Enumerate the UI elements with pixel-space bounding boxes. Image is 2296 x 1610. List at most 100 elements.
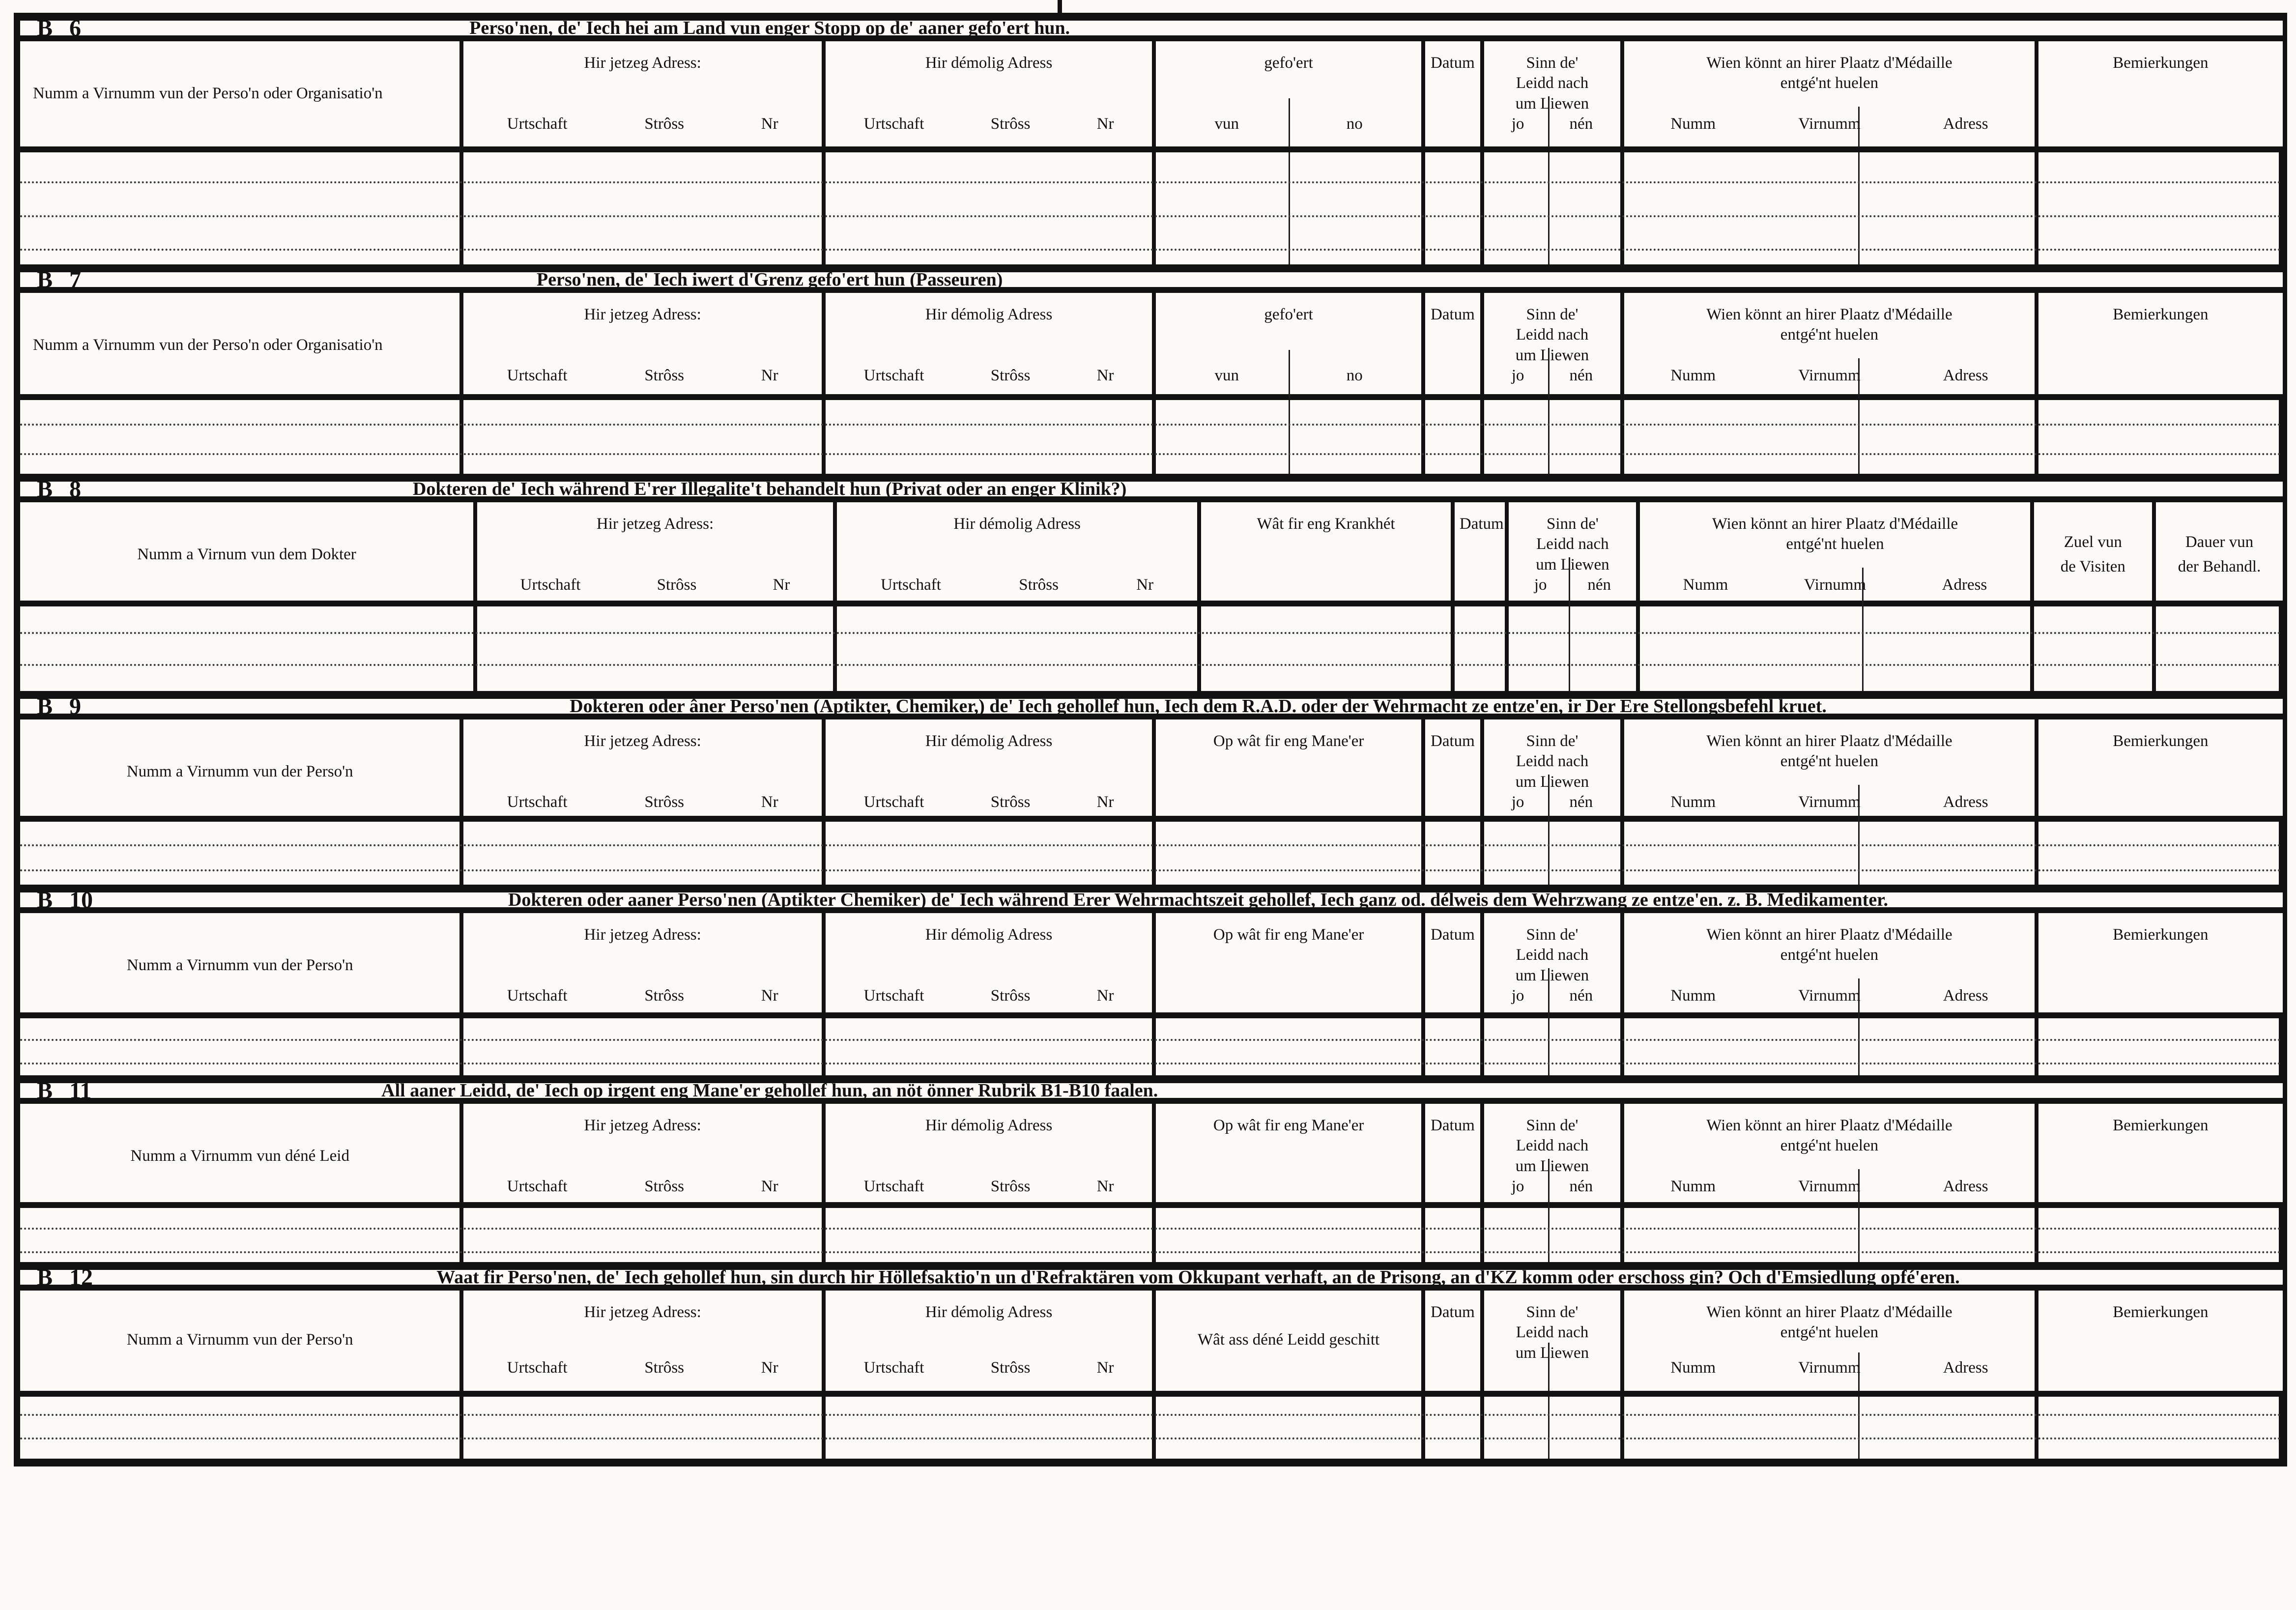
write-cell-medal[interactable]: [1624, 400, 2038, 474]
write-cell-date[interactable]: [1425, 1208, 1484, 1262]
write-cell-medal[interactable]: [1624, 1018, 2038, 1075]
col-header-former-address: Hir démolig Adress Urtschaft Strôss Nr: [826, 41, 1156, 147]
write-cell-date[interactable]: [1455, 606, 1509, 691]
col-header-illness: Wât fir eng Krankhét: [1201, 502, 1455, 608]
write-cell-medal[interactable]: [1640, 606, 2034, 691]
write-cell-alive[interactable]: [1484, 152, 1625, 264]
write-cell-manner[interactable]: [1156, 822, 1426, 885]
col-header-medal: Wien könnt an hirer Plaatz d'Médaille ent…: [1640, 502, 2034, 608]
write-cell-medal[interactable]: [1624, 1208, 2038, 1262]
entry-area: [20, 400, 2283, 474]
write-cell-transported[interactable]: [1156, 152, 1426, 264]
write-cell-date[interactable]: [1425, 400, 1484, 474]
write-cell-alive[interactable]: [1484, 822, 1625, 885]
write-cell-alive[interactable]: [1484, 1208, 1625, 1262]
write-cell-current-address[interactable]: [463, 1018, 826, 1075]
write-cell-current-address[interactable]: [463, 1208, 826, 1262]
col-header-name: Numm a Virnum vun dem Dokter: [20, 502, 477, 608]
section-b11: B 11 All aaner Leidd, de' Iech op irgent…: [20, 1075, 2283, 1262]
section-code: B 12: [37, 1264, 93, 1291]
col-header-former-address: Hir démolig Adress Urtschaft Strôss Nr: [826, 1104, 1156, 1209]
write-cell-name[interactable]: [20, 400, 464, 474]
section-b9: B 9 Dokteren oder âner Perso'nen (Aptikt…: [20, 691, 2283, 885]
write-cell-transported[interactable]: [1156, 400, 1426, 474]
form-frame: B 6 Perso'nen, de' Iech hei am Land vun …: [14, 13, 2287, 1466]
col-header-transported: gefo'ert vun no: [1156, 293, 1426, 399]
write-cell-fate[interactable]: [1156, 1397, 1426, 1459]
column-header-row: Numm a Virnumm vun der Perso'n Hir jetze…: [20, 719, 2283, 826]
write-cell-former-address[interactable]: [837, 606, 1202, 691]
write-cell-remarks[interactable]: [2038, 1018, 2283, 1075]
write-cell-visit-count[interactable]: [2034, 606, 2156, 691]
write-cell-illness[interactable]: [1201, 606, 1455, 691]
write-cell-medal[interactable]: [1624, 1397, 2038, 1459]
write-cell-remarks[interactable]: [2038, 400, 2283, 474]
write-cell-date[interactable]: [1425, 1018, 1484, 1075]
col-header-transported: gefo'ert vun no: [1156, 41, 1426, 147]
col-header-name: Numm a Virnumm vun der Perso'n: [20, 719, 464, 825]
section-header: B 8 Dokteren de' Iech während E'rer Ille…: [20, 474, 2283, 502]
section-b8: B 8 Dokteren de' Iech während E'rer Ille…: [20, 474, 2283, 691]
write-cell-treatment-duration[interactable]: [2156, 606, 2283, 691]
write-cell-alive[interactable]: [1509, 606, 1640, 691]
write-cell-remarks[interactable]: [2038, 1208, 2283, 1262]
write-cell-former-address[interactable]: [826, 1018, 1156, 1075]
write-cell-name[interactable]: [20, 822, 464, 885]
write-cell-remarks[interactable]: [2038, 822, 2283, 885]
col-header-alive: Sinn de' Leidd nach um Liewen jo nén: [1484, 913, 1625, 1019]
col-header-name: Numm a Virnumm vun der Perso'n oder Orga…: [20, 41, 464, 147]
section-header: B 7 Perso'nen, de' Iech iwert d'Grenz ge…: [20, 264, 2283, 293]
write-cell-manner[interactable]: [1156, 1018, 1426, 1075]
write-cell-former-address[interactable]: [826, 1208, 1156, 1262]
write-cell-current-address[interactable]: [463, 400, 826, 474]
write-cell-medal[interactable]: [1624, 152, 2038, 264]
col-header-former-address: Hir démolig Adress Urtschaft Strôss Nr: [837, 502, 1202, 608]
col-header-former-address: Hir démolig Adress Urtschaft Strôss Nr: [826, 913, 1156, 1019]
col-header-date: Datum: [1425, 1104, 1484, 1209]
column-header-row: Numm a Virnum vun dem Dokter Hir jetzeg …: [20, 502, 2283, 608]
write-cell-former-address[interactable]: [826, 822, 1156, 885]
col-header-manner: Op wât fir eng Mane'er: [1156, 1104, 1426, 1209]
write-cell-current-address[interactable]: [477, 606, 837, 691]
write-cell-current-address[interactable]: [463, 822, 826, 885]
write-cell-alive[interactable]: [1484, 1397, 1625, 1459]
write-cell-name[interactable]: [20, 1208, 464, 1262]
write-cell-date[interactable]: [1425, 152, 1484, 264]
col-header-current-address: Hir jetzeg Adress: Urtschaft Strôss Nr: [463, 719, 826, 825]
write-cell-former-address[interactable]: [826, 1397, 1156, 1459]
section-b7: B 7 Perso'nen, de' Iech iwert d'Grenz ge…: [20, 264, 2283, 474]
col-header-medal: Wien könnt an hirer Plaatz d'Médaille ent…: [1624, 719, 2038, 826]
column-header-row: Numm a Virnumm vun der Perso'n Hir jetze…: [20, 1291, 2283, 1397]
col-header-date: Datum: [1425, 41, 1484, 147]
write-cell-remarks[interactable]: [2038, 1397, 2283, 1459]
col-header-current-address: Hir jetzeg Adress: Urtschaft Strôss Nr: [463, 913, 826, 1019]
section-title: Dokteren oder aaner Perso'nen (Aptikter …: [508, 890, 1889, 910]
section-header: B 11 All aaner Leidd, de' Iech op irgent…: [20, 1075, 2283, 1104]
write-cell-manner[interactable]: [1156, 1208, 1426, 1262]
col-header-remarks: Bemierkungen: [2113, 1117, 2209, 1134]
write-cell-remarks[interactable]: [2038, 152, 2283, 264]
page-fold-mark: [1058, 0, 1062, 13]
col-header-alive: Sinn de' Leidd nach um Liewen jo nén: [1484, 1104, 1625, 1209]
write-cell-name[interactable]: [20, 152, 464, 264]
write-cell-date[interactable]: [1425, 822, 1484, 885]
write-cell-medal[interactable]: [1624, 822, 2038, 885]
section-title: Perso'nen, de' Iech iwert d'Grenz gefo'e…: [536, 269, 1003, 290]
write-cell-former-address[interactable]: [826, 400, 1156, 474]
write-cell-current-address[interactable]: [463, 152, 826, 264]
col-header-alive: Sinn de' Leidd nach um Liewen jo nén: [1484, 293, 1625, 399]
write-cell-date[interactable]: [1425, 1397, 1484, 1459]
col-header-name: Numm a Virnumm vun der Perso'n oder Orga…: [20, 293, 464, 399]
write-cell-name[interactable]: [20, 1397, 464, 1459]
col-header-alive: Sinn de' Leidd nach um Liewen jo nén: [1484, 41, 1625, 147]
entry-area: [20, 1208, 2283, 1262]
write-cell-alive[interactable]: [1484, 1018, 1625, 1075]
write-cell-name[interactable]: [20, 606, 477, 691]
write-cell-name[interactable]: [20, 1018, 464, 1075]
section-title: Dokteren oder âner Perso'nen (Aptikter, …: [570, 696, 1827, 717]
write-cell-former-address[interactable]: [826, 152, 1156, 264]
write-cell-alive[interactable]: [1484, 400, 1625, 474]
col-header-former-address: Hir démolig Adress Urtschaft Strôss Nr: [826, 293, 1156, 399]
section-title: Perso'nen, de' Iech hei am Land vun enge…: [469, 18, 1070, 38]
write-cell-current-address[interactable]: [463, 1397, 826, 1459]
